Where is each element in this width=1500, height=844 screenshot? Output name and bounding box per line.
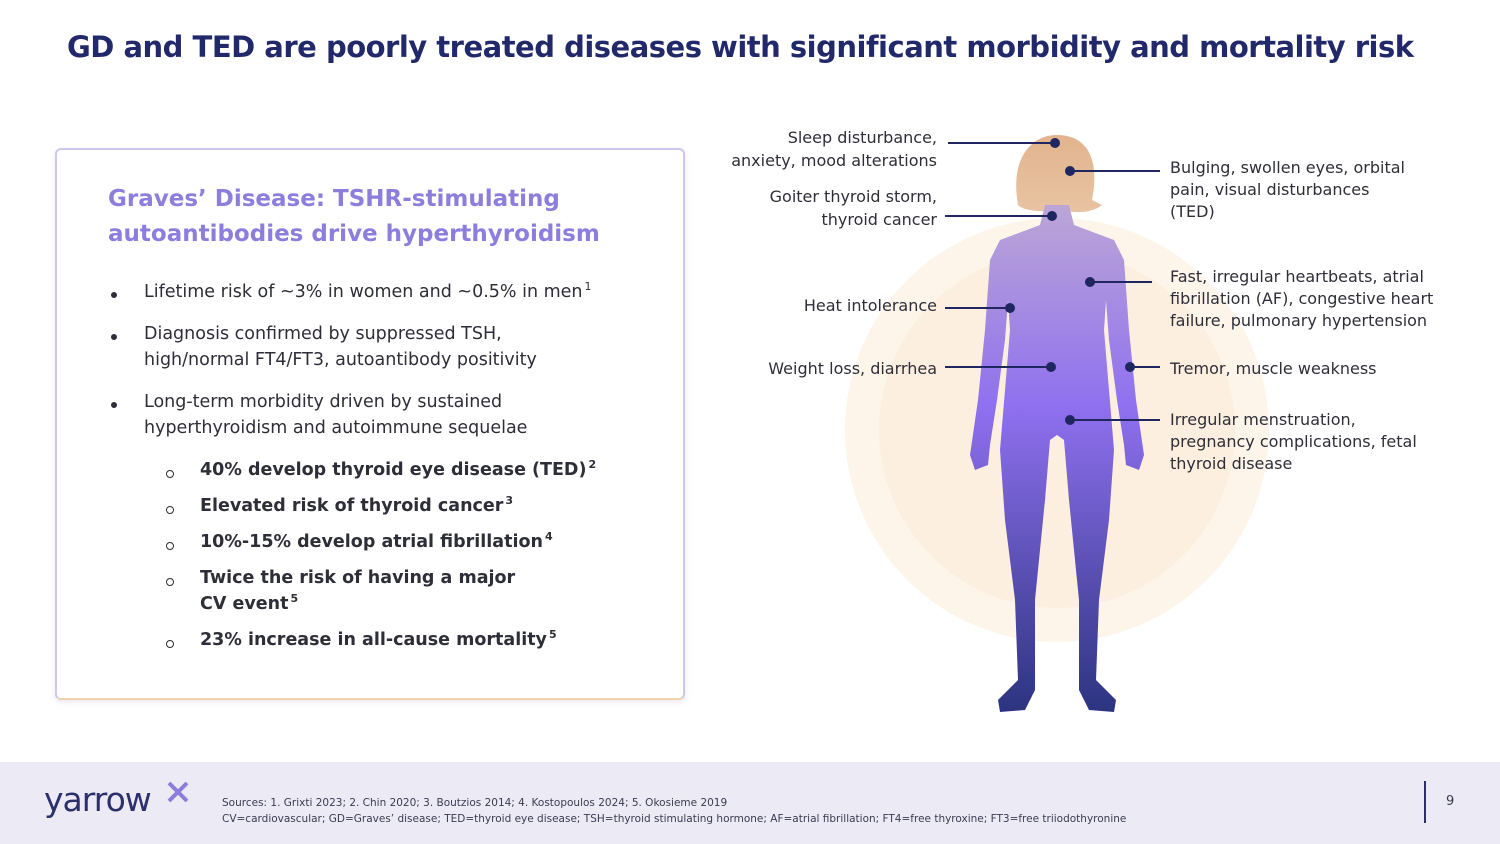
line-text: Diagnosis confirmed by suppressed TSH, xyxy=(144,324,502,344)
body-label: (TED) xyxy=(1170,202,1215,221)
info-card xyxy=(55,148,685,700)
line-text: high/normal FT4/FT3, autoantibody positi… xyxy=(144,350,537,370)
sub-bullet-text: Elevated risk of thyroid cancer 3 xyxy=(200,494,514,516)
bullet-text: hyperthyroidism and autoimmune sequelae xyxy=(144,418,527,438)
body-label: failure, pulmonary hypertension xyxy=(1170,311,1428,330)
connector-dot xyxy=(1005,303,1015,313)
body-label: Tremor, muscle weakness xyxy=(1170,359,1377,378)
connector-dot xyxy=(1085,277,1095,287)
logo-icon xyxy=(167,781,189,803)
sub-bullet-marker xyxy=(166,578,174,586)
body-label: pain, visual disturbances xyxy=(1170,180,1370,199)
line-text: 10%-15% develop atrial fibrillation xyxy=(200,532,543,552)
sub-bullet-text: 10%-15% develop atrial fibrillation 4 xyxy=(200,530,553,552)
line-text: hyperthyroidism and autoimmune sequelae xyxy=(144,418,528,438)
bullet-text: Lifetime risk of ~3% in women and ~0.5% … xyxy=(144,280,592,302)
sources: Sources: 1. Grixti 2023; 2. Chin 2020; 3… xyxy=(222,797,728,809)
connector-dot xyxy=(1065,415,1075,425)
line-text: Elevated risk of thyroid cancer xyxy=(200,496,504,516)
body-label: Irregular menstruation, xyxy=(1170,410,1356,429)
divider xyxy=(1424,781,1426,823)
body xyxy=(970,205,1144,712)
sub-bullet-text: 40% develop thyroid eye disease (TED) 2 xyxy=(200,458,597,480)
footer-band xyxy=(0,762,1500,844)
bullet-text: high/normal FT4/FT3, autoantibody positi… xyxy=(144,350,537,370)
logo: yarrow xyxy=(44,780,152,819)
bullet-text: Diagnosis confirmed by suppressed TSH, xyxy=(144,324,502,344)
body-label: pregnancy complications, fetal xyxy=(1170,432,1417,451)
body-label: Bulging, swollen eyes, orbital xyxy=(1170,158,1405,177)
sub-bullet-marker xyxy=(166,640,174,648)
bullet-text: Long-term morbidity driven by sustained xyxy=(144,392,502,412)
body-label: fibrillation (AF), congestive heart xyxy=(1170,289,1434,308)
bullet-marker xyxy=(111,402,117,408)
superscript: 5 xyxy=(290,592,299,606)
slide-title: GD and TED are poorly treated diseases w… xyxy=(67,30,1414,64)
body-label: thyroid cancer xyxy=(821,210,937,229)
line-text: Long-term morbidity driven by sustained xyxy=(144,392,503,412)
sub-bullet-text: 23% increase in all-cause mortality 5 xyxy=(200,628,557,650)
body-label: Heat intolerance xyxy=(803,296,937,315)
connector-dot xyxy=(1050,138,1060,148)
body-label: Goiter thyroid storm, xyxy=(769,187,937,206)
line-text: 23% increase in all-cause mortality xyxy=(200,630,547,650)
sub-bullet-text: CV event 5 xyxy=(200,592,299,614)
logo-mark xyxy=(167,781,189,803)
sub-bullet-text: Twice the risk of having a major xyxy=(200,568,515,588)
superscript: 3 xyxy=(505,494,514,508)
superscript: 2 xyxy=(588,458,597,472)
connector-dot xyxy=(1125,362,1135,372)
line-text: Twice the risk of having a major xyxy=(200,568,516,588)
line-text: 40% develop thyroid eye disease (TED) xyxy=(200,460,587,480)
head xyxy=(1016,135,1102,213)
bullet-marker xyxy=(111,334,117,340)
sub-bullet-marker xyxy=(166,506,174,514)
abbreviations: CV=cardiovascular; GD=Graves’ disease; T… xyxy=(222,813,1127,825)
page-number: 9 xyxy=(1446,794,1455,809)
bullet-marker xyxy=(111,292,117,298)
body-label: thyroid disease xyxy=(1170,454,1293,473)
line-text: Lifetime risk of ~3% in women and ~0.5% … xyxy=(144,282,583,302)
superscript: 1 xyxy=(584,280,592,294)
body-label: Sleep disturbance, xyxy=(787,128,937,147)
connector-dot xyxy=(1047,211,1057,221)
connector-dot xyxy=(1046,362,1056,372)
superscript: 4 xyxy=(544,530,553,544)
superscript: 5 xyxy=(548,628,557,642)
card-heading: autoantibodies drive hyperthyroidism xyxy=(108,221,600,247)
sub-bullet-marker xyxy=(166,542,174,550)
body-label: anxiety, mood alterations xyxy=(731,151,937,170)
card-heading: Graves’ Disease: TSHR-stimulating xyxy=(108,186,560,212)
line-text: CV event xyxy=(200,594,289,614)
body-label: Weight loss, diarrhea xyxy=(768,359,937,378)
connector-dot xyxy=(1065,166,1075,176)
sub-bullet-marker xyxy=(166,470,174,478)
body-label: Fast, irregular heartbeats, atrial xyxy=(1170,267,1424,286)
